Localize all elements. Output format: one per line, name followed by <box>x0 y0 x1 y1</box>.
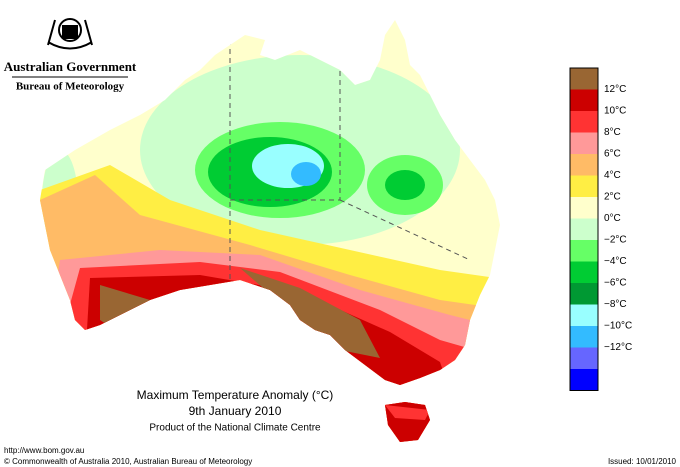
legend: 12°C 10°C 8°C 6°C 4°C 2°C 0°C −2°C −4°C −6°C −8°C −… <box>569 67 632 391</box>
url: http://www.bom.gov.au <box>4 446 84 455</box>
legend-swatch <box>570 89 598 111</box>
legend-swatch <box>570 304 598 326</box>
agency: Bureau of Meteorology <box>16 81 125 93</box>
legend-label: −2°C <box>604 235 627 246</box>
map-title: Maximum Temperature Anomaly (°C) <box>137 388 334 402</box>
map-date: 9th January 2010 <box>189 404 282 418</box>
emblem <box>47 18 93 50</box>
legend-swatch <box>570 347 598 369</box>
legend-label: −4°C <box>604 256 627 267</box>
legend-label: −6°C <box>604 278 627 289</box>
issued: Issued: 10/01/2010 <box>608 457 677 466</box>
map-product: Product of the National Climate Centre <box>149 423 321 434</box>
legend-label: 2°C <box>604 192 621 203</box>
legend-label: 6°C <box>604 149 621 160</box>
government: Australian Government <box>4 59 137 74</box>
legend-frame <box>569 67 599 391</box>
legend-swatch <box>570 132 598 154</box>
legend-swatch <box>570 154 598 176</box>
legend-label: −12°C <box>604 342 632 353</box>
legend-label: −8°C <box>604 299 627 310</box>
legend-swatch <box>570 111 598 133</box>
legend-swatch <box>570 175 598 197</box>
copyright: © Commonwealth of Australia 2010, Austra… <box>4 457 252 466</box>
legend-swatch <box>570 240 598 262</box>
legend-label: 4°C <box>604 170 621 181</box>
legend-swatch <box>570 68 598 90</box>
legend-swatch <box>570 197 598 219</box>
legend-swatch <box>570 369 598 391</box>
legend-swatch <box>570 261 598 283</box>
legend-label: 12°C <box>604 84 626 95</box>
legend-swatch <box>570 218 598 240</box>
legend-label: 10°C <box>604 106 626 117</box>
legend-swatch <box>570 283 598 305</box>
legend-label: 8°C <box>604 127 621 138</box>
legend-label: −10°C <box>604 321 632 332</box>
legend-swatch <box>570 326 598 348</box>
legend-label: 0°C <box>604 213 621 224</box>
map <box>40 20 500 442</box>
